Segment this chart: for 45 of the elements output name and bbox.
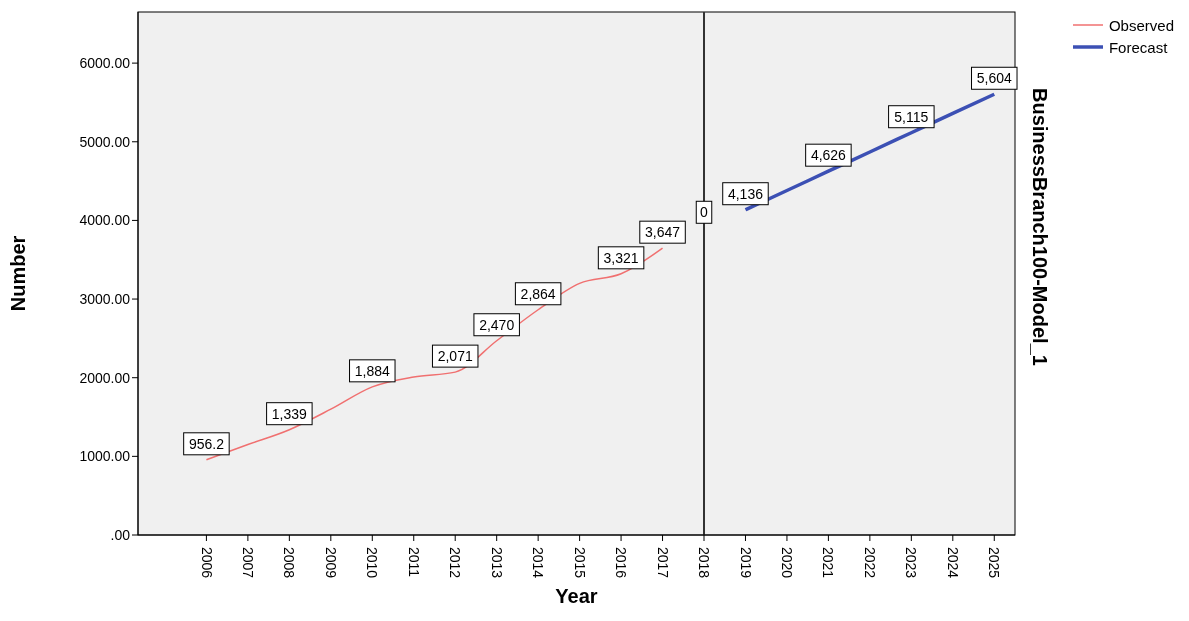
x-tick-label: 2016: [613, 547, 630, 579]
x-tick-label: 2008: [281, 547, 298, 579]
x-tick-label: 2019: [737, 547, 754, 579]
x-tick-label: 2009: [322, 547, 339, 579]
x-tick-label: 2022: [861, 547, 878, 579]
data-label: 956.2: [188, 435, 225, 452]
data-label: 5,604: [976, 70, 1012, 87]
data-label: 3,321: [603, 249, 639, 266]
x-tick-label: 2025: [986, 547, 1003, 579]
text: BusinessBranch100-Model_1: [1028, 88, 1051, 366]
data-label: 3,647: [645, 224, 681, 241]
y-tick-label: 2000.00: [79, 369, 131, 386]
x-tick-label: 2017: [654, 547, 671, 579]
data-label: 1,339: [271, 405, 308, 422]
y-tick-label: 5000.00: [79, 133, 131, 150]
legend-label: Forecast: [1108, 38, 1168, 56]
y-tick-label: .00: [110, 526, 131, 543]
x-tick-label: 2006: [198, 547, 215, 579]
x-tick-label: 2012: [447, 547, 464, 579]
y-tick-label: 6000.00: [79, 55, 131, 72]
x-tick-label: 2024: [944, 547, 961, 579]
data-label: 5,115: [894, 108, 929, 125]
y-tick-label: 3000.00: [79, 291, 131, 308]
x-axis-title: Year: [555, 585, 598, 607]
data-label: 4,626: [810, 147, 847, 164]
x-tick-label: 2015: [571, 547, 588, 579]
y-axis-title: Number: [7, 235, 30, 312]
data-label: 2,864: [520, 285, 556, 302]
y-tick-label: 1000.00: [79, 448, 131, 465]
x-tick-label: 2013: [488, 547, 505, 579]
data-label: 4,136: [727, 185, 764, 202]
x-tick-label: 2014: [530, 547, 547, 579]
data-label: 1,884: [354, 362, 391, 379]
data-label: 2,071: [437, 348, 473, 365]
legend-label: Observed: [1108, 16, 1174, 34]
x-tick-label: 2010: [364, 547, 381, 579]
x-tick-label: 2018: [696, 547, 713, 579]
x-tick-label: 2023: [903, 547, 920, 579]
annotation: 0: [700, 204, 709, 221]
y-tick-label: 4000.00: [79, 212, 131, 229]
x-tick-label: 2011: [405, 547, 422, 578]
x-tick-label: 2020: [779, 547, 796, 579]
x-tick-label: 2007: [239, 547, 256, 579]
x-tick-label: 2021: [820, 547, 837, 579]
data-label: 2,470: [479, 316, 515, 333]
